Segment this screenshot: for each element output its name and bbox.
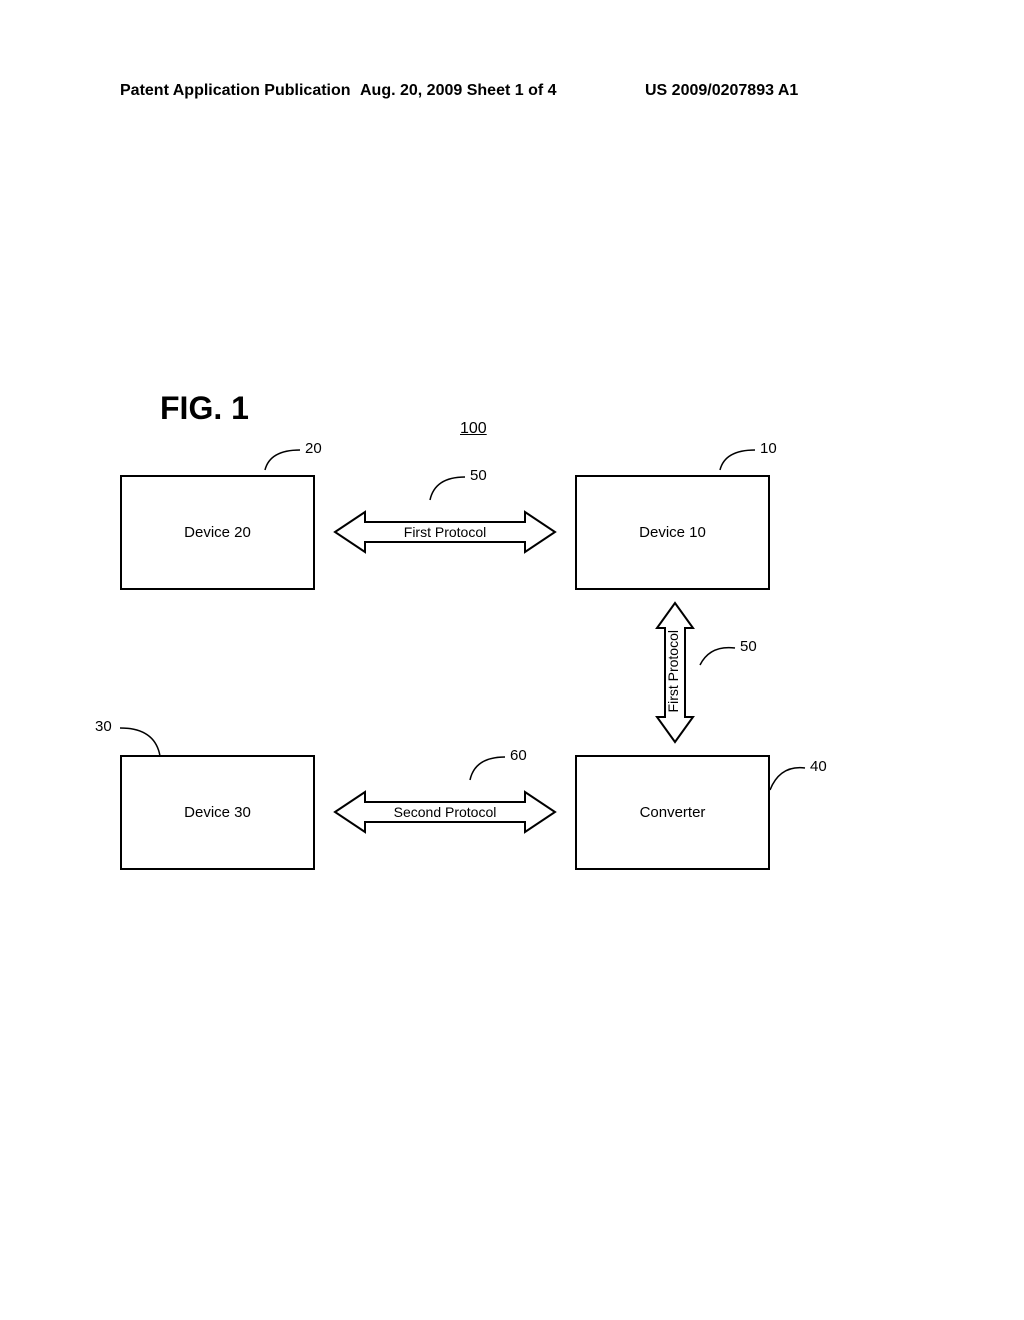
- arrow-first-protocol-v: First Protocol: [645, 600, 705, 750]
- callout-10-text: 10: [760, 440, 777, 457]
- header-left: Patent Application Publication: [120, 82, 351, 100]
- figure-number: 100: [460, 420, 487, 438]
- box-converter-label: Converter: [640, 804, 706, 821]
- figure-title: FIG. 1: [160, 390, 249, 427]
- callout-50b-text: 50: [740, 638, 757, 655]
- box-device-20: Device 20: [120, 475, 315, 590]
- box-device-10: Device 10: [575, 475, 770, 590]
- callout-20-text: 20: [305, 440, 322, 457]
- callout-line-icon: [110, 723, 170, 758]
- diagram-container: FIG. 1 100 20 10 50 30 60: [120, 390, 900, 910]
- arrow-second-protocol: Second Protocol: [330, 782, 560, 847]
- arrow-second-protocol-label: Second Protocol: [330, 804, 560, 820]
- arrow-first-protocol-h: First Protocol: [330, 502, 560, 567]
- arrow-first-protocol-h-label: First Protocol: [330, 524, 560, 540]
- box-device-10-label: Device 10: [639, 524, 706, 541]
- arrow-first-protocol-v-label: First Protocol: [665, 630, 681, 712]
- box-converter: Converter: [575, 755, 770, 870]
- callout-60-text: 60: [510, 747, 527, 764]
- callout-40-text: 40: [810, 758, 827, 775]
- header-center: Aug. 20, 2009 Sheet 1 of 4: [360, 82, 557, 100]
- header-right: US 2009/0207893 A1: [645, 82, 798, 100]
- callout-50a-text: 50: [470, 467, 487, 484]
- box-device-30-label: Device 30: [184, 804, 251, 821]
- box-device-30: Device 30: [120, 755, 315, 870]
- callout-40: 40: [765, 760, 825, 800]
- box-device-20-label: Device 20: [184, 524, 251, 541]
- callout-30-text: 30: [95, 718, 112, 735]
